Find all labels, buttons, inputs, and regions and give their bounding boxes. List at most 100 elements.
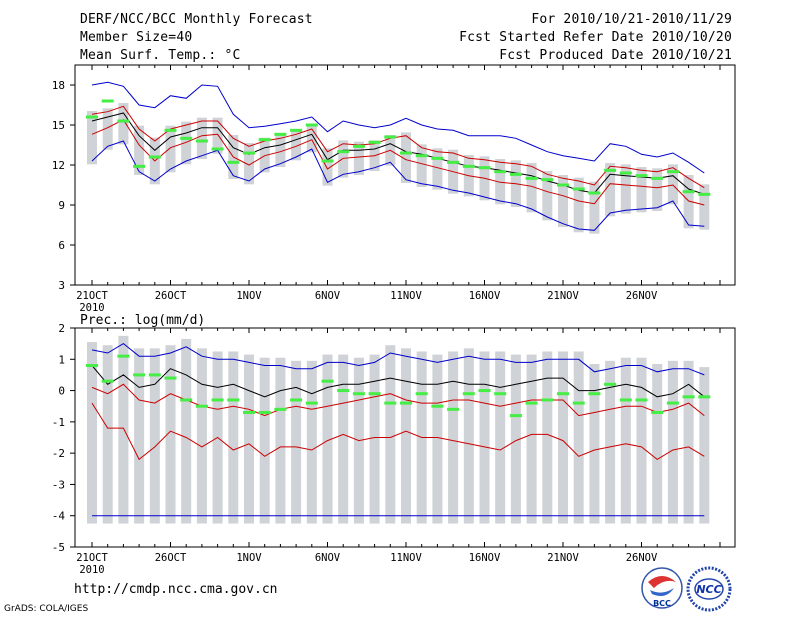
- series-line-mean: [91, 112, 705, 195]
- median-marker: [509, 414, 522, 418]
- median-marker: [478, 166, 491, 170]
- median-marker: [321, 379, 334, 383]
- y-tick-label: 15: [52, 119, 65, 132]
- ncc-logo-text: NCC: [696, 583, 721, 596]
- ensemble-box: [385, 345, 396, 524]
- x-tick-label: 21OCT: [76, 552, 108, 564]
- median-marker: [494, 392, 507, 396]
- ensemble-box: [589, 363, 600, 524]
- median-marker: [133, 373, 146, 377]
- ensemble-box: [118, 335, 129, 524]
- precip-panel-title: Prec.: log(mm/d): [80, 313, 205, 328]
- median-marker: [557, 183, 569, 187]
- ensemble-box: [699, 367, 710, 524]
- y-tick-label: -2: [52, 447, 65, 460]
- median-marker: [588, 392, 601, 396]
- median-marker: [211, 398, 224, 402]
- median-marker: [195, 139, 208, 143]
- member-size: Member Size=40: [80, 30, 193, 45]
- ensemble-box: [589, 181, 600, 234]
- ensemble-box: [605, 360, 616, 524]
- y-tick-label: 0: [58, 385, 65, 398]
- ensemble-box: [542, 351, 553, 524]
- median-marker: [572, 187, 585, 191]
- ensemble-box: [291, 131, 302, 161]
- ensemble-box: [479, 351, 490, 524]
- ensemble-box: [573, 177, 584, 233]
- median-marker: [400, 401, 412, 405]
- median-marker: [557, 392, 569, 396]
- series-line-min_line: [91, 402, 705, 461]
- median-marker: [274, 407, 287, 411]
- ensemble-box: [558, 175, 568, 227]
- ensemble-box: [275, 135, 286, 167]
- x-tick-label: 26OCT: [155, 290, 187, 302]
- ensemble-box: [291, 360, 302, 524]
- median-marker: [148, 373, 161, 377]
- median-marker: [117, 119, 130, 123]
- median-marker: [101, 379, 114, 383]
- ensemble-box: [244, 143, 254, 185]
- median-marker: [290, 398, 303, 402]
- ensemble-box: [369, 354, 380, 524]
- median-marker: [164, 376, 177, 380]
- ensemble-box: [134, 125, 145, 175]
- median-marker: [368, 392, 381, 396]
- median-marker: [180, 136, 193, 140]
- grads-credit: GrADS: COLA/IGES: [4, 604, 89, 614]
- median-marker: [101, 99, 114, 103]
- median-marker: [462, 392, 475, 396]
- x-tick-label: 21NOV: [547, 290, 579, 302]
- median-marker: [604, 168, 617, 172]
- x-tick-label: 11NOV: [390, 290, 422, 302]
- y-tick-label: 6: [58, 239, 65, 252]
- y-tick-label: -4: [52, 510, 66, 523]
- ensemble-box: [526, 163, 537, 213]
- median-marker: [651, 410, 664, 414]
- ensemble-box: [432, 354, 443, 524]
- median-marker: [588, 191, 601, 195]
- ensemble-box: [416, 144, 427, 187]
- y-tick-label: -1: [52, 416, 65, 429]
- median-marker: [525, 401, 538, 405]
- chart-title: DERF/NCC/BCC Monthly Forecast: [80, 12, 313, 27]
- ensemble-box: [573, 351, 584, 524]
- median-marker: [384, 401, 397, 405]
- ensemble-box: [118, 103, 129, 145]
- ensemble-box: [87, 342, 97, 524]
- median-marker: [635, 174, 648, 178]
- series-line-spread_high: [91, 383, 705, 417]
- median-marker: [666, 401, 679, 405]
- ensemble-box: [196, 117, 207, 159]
- y-tick-label: 12: [52, 159, 65, 172]
- ensemble-box: [338, 354, 349, 524]
- median-marker: [305, 123, 318, 127]
- median-marker: [164, 128, 177, 132]
- median-marker: [243, 151, 255, 155]
- ensemble-box: [652, 168, 663, 211]
- ensemble-box: [306, 360, 317, 524]
- ensemble-box: [463, 348, 474, 524]
- ensemble-box: [134, 348, 145, 524]
- panel-precipitation: -5 -4 -3 -2 -1 0 1 2 21OCT 26OCT 1NOV 6NOV 11NOV 16NO…: [52, 313, 736, 576]
- ensemble-box: [401, 348, 411, 524]
- ensemble-box: [699, 184, 710, 230]
- y-tick-label: 18: [52, 79, 65, 92]
- ensemble-box: [259, 137, 270, 173]
- y-tick-label: 9: [58, 199, 65, 212]
- ensemble-box: [558, 351, 568, 524]
- x-tick-label: 6NOV: [315, 552, 341, 564]
- median-marker: [572, 401, 585, 405]
- ensemble-box: [275, 357, 286, 524]
- panel-temperature: 3 6 9 12 15 18 21OCT 26OCT 1NOV 6NOV 11NOV 16NOV 21N…: [52, 64, 736, 314]
- forecast-produced-date: Fcst Produced Date 2010/10/21: [499, 48, 732, 63]
- median-marker: [180, 398, 193, 402]
- source-url[interactable]: http://cmdp.ncc.cma.gov.cn: [74, 582, 278, 597]
- median-marker: [478, 389, 491, 393]
- median-marker: [541, 178, 554, 182]
- x-year-label: 2010: [79, 564, 104, 576]
- x-tick-label: 1NOV: [236, 552, 262, 564]
- median-marker: [431, 404, 444, 408]
- x-tick-label: 21NOV: [547, 552, 579, 564]
